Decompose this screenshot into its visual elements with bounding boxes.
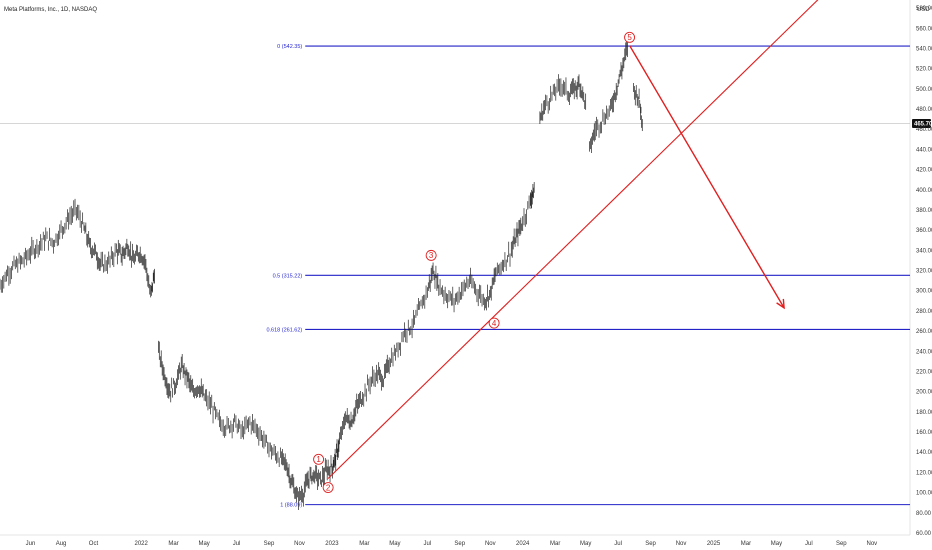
y-axis-ticks: 60.00 80.00 100.00 120.00 140.00 160.00 180.00… (916, 6, 932, 537)
trend-line (327, 0, 819, 479)
projection-arrow (628, 45, 785, 309)
x-tick-label: Nov (294, 541, 305, 547)
current-price-badge (912, 118, 931, 128)
y-tick-label: 440.00 (916, 147, 932, 153)
y-tick-label: 180.00 (916, 410, 932, 416)
x-tick-label: Nov (485, 541, 496, 547)
x-tick-label: Jul (805, 541, 813, 547)
y-tick-label: 220.00 (916, 369, 932, 375)
x-tick-label: Jun (26, 541, 36, 547)
y-tick-label: 60.00 (916, 531, 932, 537)
y-tick-label: 520.00 (916, 67, 932, 73)
fib-level-label: 1 (88.09) (280, 503, 302, 509)
y-tick-label: 340.00 (916, 248, 932, 254)
x-tick-label: Sep (454, 541, 465, 547)
x-tick-label: Mar (741, 541, 751, 547)
wave-label: 3 (429, 251, 434, 260)
y-tick-label: 560.00 (916, 26, 932, 32)
y-tick-label: 500.00 (916, 87, 932, 93)
currency-label: USD (917, 7, 930, 13)
y-tick-label: 420.00 (916, 168, 932, 174)
wave-marker (425, 249, 437, 261)
x-tick-label: May (771, 541, 782, 547)
y-tick-label: 380.00 (916, 208, 932, 214)
chart-title: Meta Platforms, Inc., 1D, NASDAQ (4, 7, 97, 13)
x-tick-label: May (580, 541, 591, 547)
x-tick-label: Nov (676, 541, 687, 547)
wave-marker (322, 482, 334, 494)
x-tick-label: Oct (89, 541, 99, 547)
wave-label: 2 (326, 483, 331, 492)
x-tick-label: Jul (233, 541, 241, 547)
wave-marker (313, 453, 325, 465)
y-tick-label: 160.00 (916, 430, 932, 436)
wave-marker (488, 317, 500, 329)
current-price-group: 465.70 (0, 118, 932, 128)
x-tick-label: Jul (614, 541, 622, 547)
x-tick-label: 2022 (134, 541, 148, 547)
x-tick-label: Mar (359, 541, 369, 547)
x-tick-label: May (389, 541, 400, 547)
x-tick-label: 2025 (707, 541, 721, 547)
y-tick-label: 460.00 (916, 127, 932, 133)
trend-lines (327, 0, 819, 479)
x-tick-label: Sep (645, 541, 656, 547)
wave-marker (624, 31, 636, 43)
y-tick-label: 280.00 (916, 309, 932, 315)
wave-label: 5 (627, 33, 632, 42)
x-tick-label: Mar (550, 541, 560, 547)
y-tick-label: 400.00 (916, 188, 932, 194)
y-tick-label: 100.00 (916, 491, 932, 497)
fib-level-label: 0.5 (315.22) (273, 273, 303, 279)
x-tick-label: Jul (424, 541, 432, 547)
x-tick-label: Aug (56, 541, 67, 547)
x-axis-ticks: Jun Aug Oct 2022 Mar May Jul Sep Nov 2023 Mar May Ju… (26, 541, 878, 547)
x-tick-label: 2023 (325, 541, 339, 547)
y-tick-label: 360.00 (916, 228, 932, 234)
x-tick-label: 2024 (516, 541, 530, 547)
y-tick-label: 80.00 (916, 511, 932, 517)
x-tick-label: May (198, 541, 209, 547)
wave-labels: 1 2 3 4 5 (313, 31, 636, 494)
y-tick-label: 480.00 (916, 107, 932, 113)
x-tick-label: Mar (168, 541, 178, 547)
wave-label: 4 (492, 319, 497, 328)
y-tick-label: 240.00 (916, 349, 932, 355)
current-price-label: 465.70 (914, 121, 932, 127)
y-tick-label: 140.00 (916, 450, 932, 456)
y-tick-label: 120.00 (916, 470, 932, 476)
wave-label: 1 (316, 455, 321, 464)
x-tick-label: Sep (264, 541, 275, 547)
fib-level-label: 0.618 (261.62) (266, 327, 302, 333)
projection-arrow-head (776, 298, 785, 310)
y-tick-label: 200.00 (916, 390, 932, 396)
y-tick-label: 300.00 (916, 289, 932, 295)
x-tick-label: Sep (836, 541, 847, 547)
y-tick-label: 540.00 (916, 46, 932, 52)
x-tick-label: Nov (867, 541, 878, 547)
fib-level-label: 0 (542.35) (277, 44, 302, 50)
y-tick-label: 580.00 (916, 6, 932, 12)
y-tick-label: 260.00 (916, 329, 932, 335)
price-series (0, 38, 643, 511)
y-tick-label: 320.00 (916, 269, 932, 275)
